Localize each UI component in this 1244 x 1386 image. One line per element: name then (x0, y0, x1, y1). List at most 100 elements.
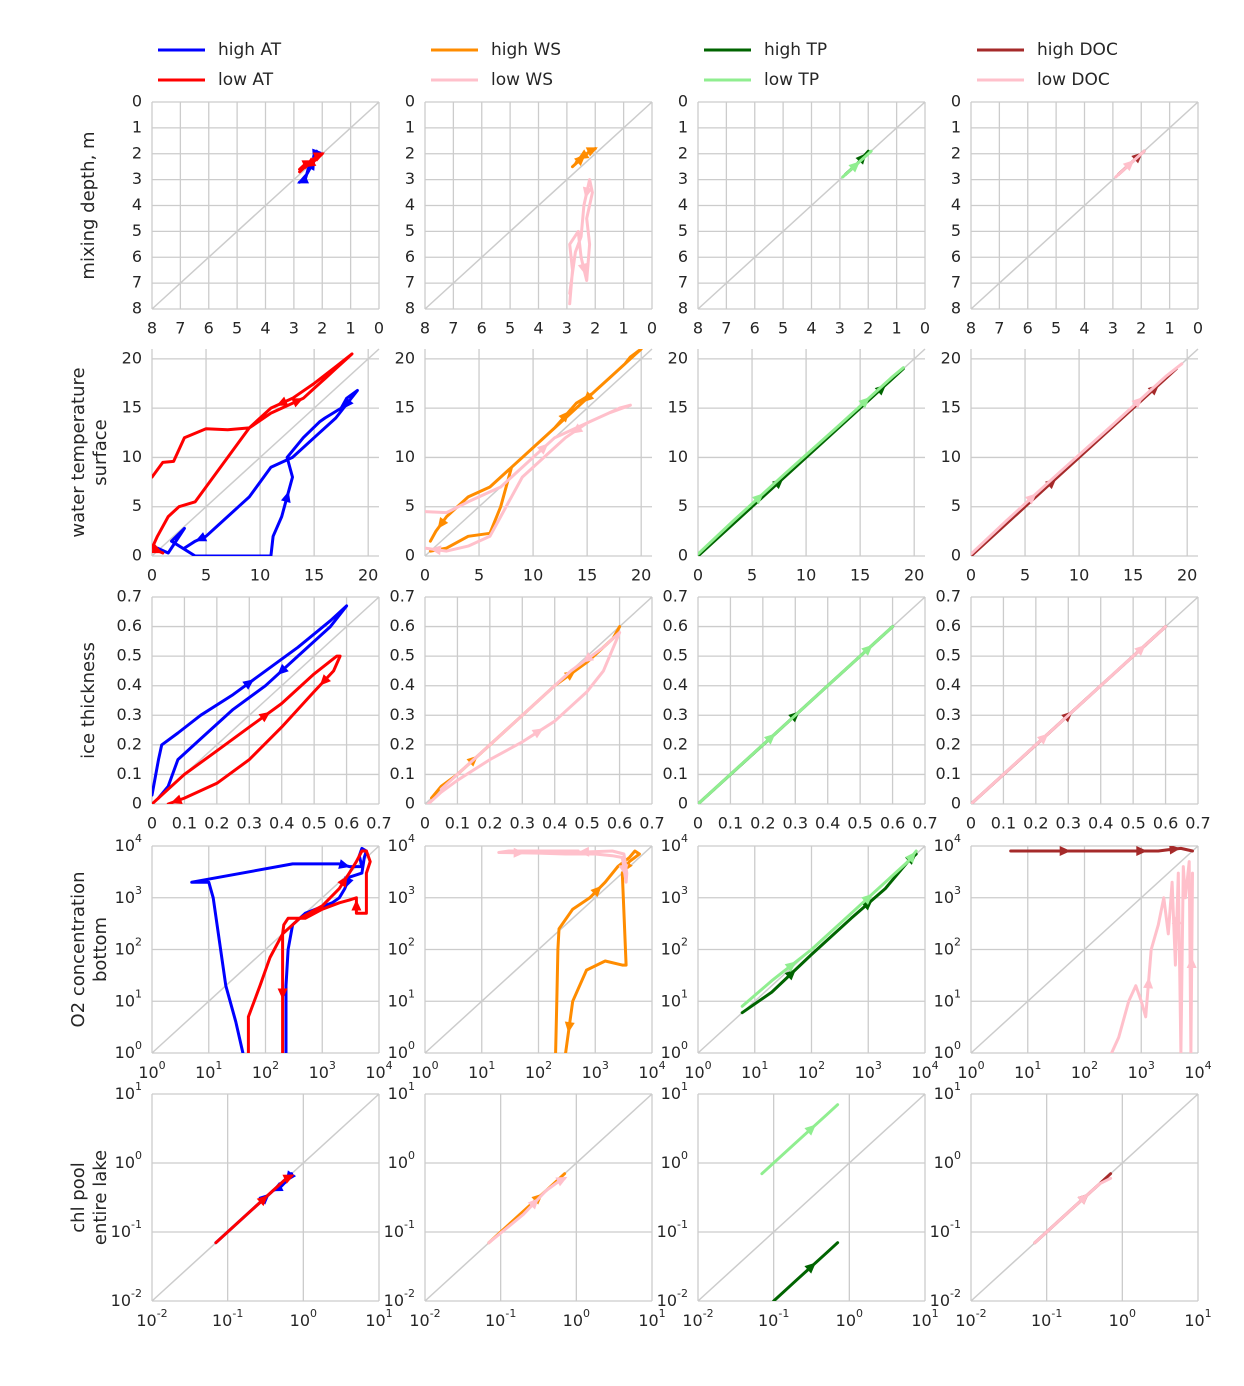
y-tick-label: 5 (132, 496, 142, 515)
panel-r2-c3: 00 5 5 10 10 15 15 20 20 (668, 348, 926, 585)
x-tick-label: 20 (904, 566, 924, 585)
direction-arrow-high_WS (585, 147, 598, 157)
y-tick-label: 0 (951, 794, 961, 813)
y-tick-label: 0 (132, 92, 142, 111)
panel-r3-c2: 00 0.1 0.1 0.2 0.2 0.3 0.3 0.4 0.4 0.5 0.5 0.6 0.6 0.… (390, 587, 665, 833)
x-tick-label: 0.5 (301, 814, 326, 833)
x-tick-label: 1 (892, 319, 902, 338)
y-tick-label: 10 (668, 447, 688, 466)
x-tick-label: 0.2 (750, 814, 775, 833)
direction-arrow-low_DOC (1122, 160, 1135, 172)
y-tick-label: 101 (661, 987, 688, 1010)
x-tick-label: 0.3 (783, 814, 808, 833)
y-tick-label: 0.2 (936, 734, 961, 753)
direction-arrow-low_TP (763, 733, 776, 745)
y-tick-label: 6 (678, 247, 688, 266)
legend-label-high_AT: high AT (218, 40, 282, 60)
x-tick-label: 4 (533, 319, 543, 338)
direction-arrow-high_DOC (1045, 478, 1057, 490)
y-tick-label: 5 (951, 496, 961, 515)
x-tick-label: 0.1 (991, 814, 1016, 833)
x-tick-label: 101 (638, 1307, 665, 1330)
y-tick-label: 103 (388, 884, 415, 907)
series-line-low_WS (426, 631, 622, 804)
direction-arrow-low_TP (858, 397, 870, 409)
direction-arrow-high_WS (582, 391, 595, 403)
x-tick-label: 0 (693, 566, 703, 585)
identity-line (697, 1093, 926, 1302)
x-tick-label: 15 (577, 566, 597, 585)
panel-r3-c3: 00 0.1 0.1 0.2 0.2 0.3 0.3 0.4 0.4 0.5 0.5 0.6 0.6 0.… (663, 587, 938, 833)
series-group (740, 849, 918, 1015)
y-tick-label: 0.1 (117, 764, 142, 783)
direction-arrow-low_WS (429, 545, 442, 556)
x-tick-label: 5 (1051, 319, 1061, 338)
x-tick-label: 15 (1123, 566, 1143, 585)
direction-arrow-low_WS (577, 262, 588, 275)
y-tick-label: 7 (405, 273, 415, 292)
y-tick-label: 1 (405, 117, 415, 136)
identity-line (151, 101, 380, 310)
x-tick-label: 8 (966, 319, 976, 338)
panel-r2-c4: 00 5 5 10 10 15 15 20 20 (941, 348, 1199, 585)
x-tick-label: 10-2 (409, 1307, 440, 1330)
direction-arrow-high_TP (784, 969, 797, 981)
x-tick-label: 10 (796, 566, 816, 585)
x-tick-label: 1 (619, 319, 629, 338)
y-tick-label: 100 (115, 1149, 142, 1172)
x-tick-label: 5 (1020, 566, 1030, 585)
x-tick-label: 10 (250, 566, 270, 585)
x-tick-label: 2 (590, 319, 600, 338)
y-tick-label: 20 (941, 348, 961, 367)
y-tick-label: 0.4 (390, 675, 415, 694)
x-tick-label: 6 (204, 319, 214, 338)
y-tick-label: 8 (405, 299, 415, 318)
x-tick-label: 0.3 (510, 814, 535, 833)
identity-line (424, 101, 653, 310)
y-tick-label: 2 (132, 143, 142, 162)
y-tick-label: 102 (115, 936, 142, 959)
y-tick-label: 5 (132, 221, 142, 240)
y-tick-label: 7 (951, 273, 961, 292)
y-tick-label: 2 (405, 143, 415, 162)
y-tick-label: 0.7 (663, 587, 688, 606)
direction-arrow-low_AT (276, 396, 289, 406)
y-tick-label: 101 (115, 1080, 142, 1103)
x-tick-label: 8 (420, 319, 430, 338)
y-tick-label: 4 (951, 195, 961, 214)
legend-label-low_DOC: low DOC (1037, 70, 1110, 90)
series-line-high_AT (155, 388, 359, 556)
x-tick-label: 10-1 (485, 1307, 516, 1330)
y-tick-label: 5 (405, 221, 415, 240)
y-tick-label: 0 (678, 92, 688, 111)
x-tick-label: 100 (290, 1307, 317, 1330)
y-tick-label: 20 (668, 348, 688, 367)
y-tick-label: 10-1 (384, 1218, 415, 1241)
x-tick-label: 0.2 (477, 814, 502, 833)
x-tick-label: 100 (684, 1059, 711, 1082)
direction-arrow-low_DOC (1077, 1193, 1089, 1205)
legend-label-low_WS: low WS (491, 70, 553, 90)
direction-arrow-high_WS (564, 1021, 575, 1034)
y-tick-label: 15 (395, 398, 415, 417)
series-group (487, 1172, 568, 1245)
panel-r2-c2: 00 5 5 10 10 15 15 20 20 (395, 348, 653, 585)
y-tick-label: 0.5 (663, 646, 688, 665)
y-tick-label: 1 (951, 117, 961, 136)
ylabel-row-5: chl poolentire lake (68, 1150, 111, 1245)
y-tick-label: 0.3 (663, 705, 688, 724)
x-tick-label: 101 (365, 1307, 392, 1330)
legend-label-high_WS: high WS (491, 40, 561, 60)
x-tick-label: 0 (420, 814, 430, 833)
direction-arrow-low_AT (256, 1195, 269, 1207)
y-tick-label: 0.6 (117, 616, 142, 635)
y-tick-label: 102 (934, 936, 961, 959)
y-tick-label: 100 (388, 1039, 415, 1062)
x-tick-label: 0.2 (204, 814, 229, 833)
y-tick-label: 102 (661, 936, 688, 959)
y-tick-label: 0.7 (390, 587, 415, 606)
y-tick-label: 10-2 (930, 1287, 961, 1310)
y-tick-label: 4 (678, 195, 688, 214)
x-tick-label: 1 (1165, 319, 1175, 338)
